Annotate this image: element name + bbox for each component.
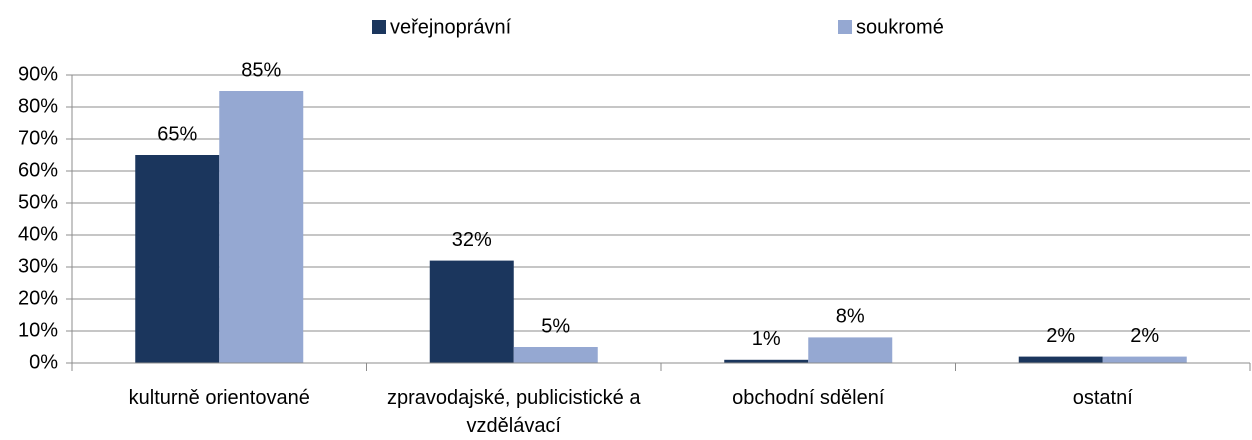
bar xyxy=(429,260,514,363)
bar xyxy=(135,155,220,363)
y-tick-label: 10% xyxy=(18,319,58,341)
data-label: 8% xyxy=(836,306,865,328)
legend-label: veřejnoprávní xyxy=(390,16,512,38)
y-tick-label: 0% xyxy=(29,351,58,373)
data-label: 85% xyxy=(241,59,281,81)
data-label: 1% xyxy=(752,328,781,350)
x-tick-label: ostatní xyxy=(1072,387,1133,409)
y-tick-label: 30% xyxy=(18,255,58,277)
data-label: 5% xyxy=(541,315,570,337)
bar xyxy=(724,359,809,363)
bar xyxy=(1102,356,1187,363)
y-tick-label: 70% xyxy=(18,127,58,149)
y-tick-label: 20% xyxy=(18,287,58,309)
data-label: 2% xyxy=(1130,325,1159,347)
bar xyxy=(808,337,893,363)
legend-swatch xyxy=(838,20,852,34)
y-tick-label: 50% xyxy=(18,191,58,213)
x-tick-label: zpravodajské, publicistické a vzdělávací xyxy=(387,387,641,437)
y-tick-label: 80% xyxy=(18,95,58,117)
data-label: 32% xyxy=(452,229,492,251)
y-tick-label: 90% xyxy=(18,63,58,85)
data-label: 2% xyxy=(1046,325,1075,347)
x-tick-label: obchodní sdělení xyxy=(732,387,885,409)
data-label: 65% xyxy=(157,123,197,145)
x-tick-label: kulturně orientované xyxy=(128,387,310,409)
y-tick-label: 60% xyxy=(18,159,58,181)
y-tick-label: 40% xyxy=(18,223,58,245)
bar xyxy=(513,347,598,363)
legend-swatch xyxy=(372,20,386,34)
legend-label: soukromé xyxy=(856,16,944,38)
bar xyxy=(219,91,304,363)
bar xyxy=(1018,356,1103,363)
